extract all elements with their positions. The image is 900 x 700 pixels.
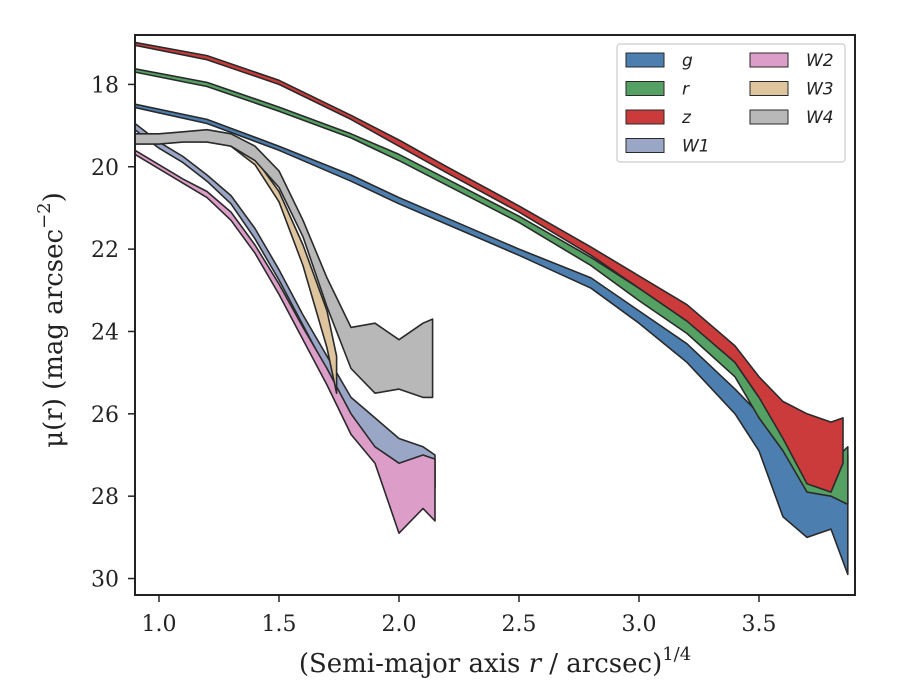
legend: grz W1 W2 W3 W4	[616, 43, 846, 163]
y-tick-label: 24	[91, 320, 119, 345]
legend-swatch-r	[625, 81, 665, 96]
series-band-r	[135, 68, 849, 506]
y-axis-label: μ(r) (mag arcsec−2)	[34, 192, 69, 448]
x-tick-label: 1.5	[262, 612, 297, 637]
series-band-w4	[135, 128, 434, 399]
x-tick-label: 2.0	[382, 612, 417, 637]
x-tick-label: 3.5	[742, 612, 777, 637]
legend-swatch-w1	[625, 138, 665, 153]
plot-areas	[135, 41, 849, 576]
x-tick-label: 3.0	[622, 612, 657, 637]
y-axis: 18 20 22 24 26 28 30	[91, 73, 135, 593]
y-tick-label: 22	[91, 238, 119, 263]
legend-swatch-z	[625, 109, 665, 125]
y-tick-label: 30	[91, 568, 119, 593]
legend-label-w1: W1	[682, 137, 710, 157]
x-axis: 1.0 1.5 2.0 2.5 3.0 3.5	[142, 595, 777, 637]
series-band-g	[135, 103, 849, 576]
legend-swatch-g	[625, 52, 665, 68]
legend-label-r: r	[682, 80, 690, 100]
legend-box	[616, 43, 846, 163]
legend-label-w3: W3	[806, 80, 834, 100]
plot-frame	[134, 34, 856, 596]
x-tick-label: 2.5	[502, 612, 537, 637]
legend-swatch-w4	[749, 109, 789, 125]
legend-label-w2: W2	[806, 51, 834, 71]
x-axis-label: (Semi-major axis r / arcsec)1/4	[299, 644, 691, 679]
legend-swatch-w3	[749, 81, 789, 96]
legend-label-g: g	[682, 51, 693, 71]
series-band-z	[135, 41, 844, 493]
legend-label-w4: W4	[806, 108, 834, 128]
x-tick-label: 1.0	[142, 612, 177, 637]
y-tick-label: 26	[91, 403, 119, 428]
y-tick-label: 20	[91, 156, 119, 181]
legend-swatch-w2	[749, 52, 789, 68]
y-tick-label: 28	[91, 485, 119, 510]
legend-label-z: z	[681, 108, 692, 128]
y-tick-label: 18	[91, 73, 119, 98]
series-band-w2	[135, 149, 436, 534]
